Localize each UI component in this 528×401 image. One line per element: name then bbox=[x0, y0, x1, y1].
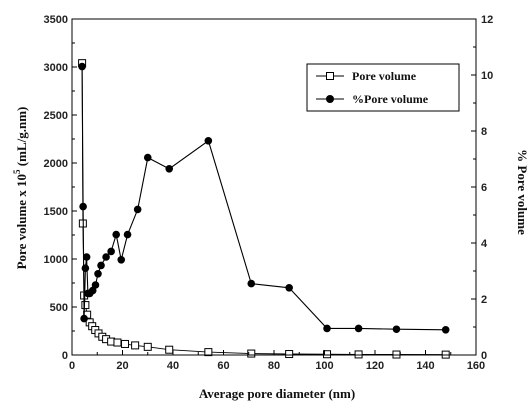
data-point-pore-volume bbox=[113, 338, 122, 347]
data-point-percent-pore-volume bbox=[80, 314, 88, 323]
data-point-percent-pore-volume bbox=[91, 281, 100, 289]
y-right-tick-label: 0 bbox=[481, 350, 487, 362]
data-point-pore-volume bbox=[81, 301, 90, 310]
legend-label-pore-volume: Pore volume bbox=[352, 69, 417, 83]
data-point-percent-pore-volume bbox=[82, 253, 91, 261]
data-point-pore-volume bbox=[354, 350, 363, 359]
x-tick-label: 100 bbox=[315, 360, 333, 372]
data-point-pore-volume bbox=[247, 349, 256, 358]
y-left-tick-label: 3000 bbox=[44, 62, 68, 74]
data-point-percent-pore-volume bbox=[79, 202, 87, 211]
y-left-tick-label: 0 bbox=[62, 350, 68, 362]
data-point-percent-pore-volume bbox=[204, 137, 213, 145]
data-point-percent-pore-volume bbox=[323, 324, 331, 333]
y-right-tick-label: 12 bbox=[481, 14, 493, 26]
y-left-tick-label: 3500 bbox=[44, 14, 68, 26]
y-left-tick-label: 1500 bbox=[44, 206, 68, 218]
data-point-percent-pore-volume bbox=[143, 153, 152, 162]
x-tick-label: 140 bbox=[416, 360, 434, 372]
y-right-tick-label: 8 bbox=[481, 126, 487, 138]
y-right-tick-label: 10 bbox=[481, 70, 493, 82]
data-point-percent-pore-volume bbox=[81, 264, 90, 273]
x-tick-label: 120 bbox=[366, 360, 384, 372]
data-point-percent-pore-volume bbox=[88, 286, 97, 295]
x-tick-label: 60 bbox=[217, 360, 229, 372]
data-point-percent-pore-volume bbox=[112, 230, 120, 239]
x-tick-label: 160 bbox=[467, 360, 485, 372]
data-point-pore-volume bbox=[143, 342, 152, 351]
y-left-tick-label: 500 bbox=[50, 302, 68, 314]
y-axis-left-title-unit: (mL/g.nm) bbox=[14, 107, 29, 170]
data-point-percent-pore-volume bbox=[392, 325, 401, 334]
data-point-percent-pore-volume bbox=[441, 326, 450, 334]
y-axis-right-title: % Pore volume bbox=[515, 149, 528, 235]
legend: Pore volume %Pore volume bbox=[306, 63, 460, 112]
data-point-pore-volume bbox=[285, 350, 294, 359]
data-point-percent-pore-volume bbox=[78, 62, 86, 71]
y-left-tick-label: 2500 bbox=[44, 110, 68, 122]
x-tick-label: 0 bbox=[69, 360, 75, 372]
data-point-percent-pore-volume bbox=[97, 261, 105, 270]
data-point-percent-pore-volume bbox=[94, 270, 102, 278]
data-point-percent-pore-volume bbox=[354, 324, 363, 333]
data-point-percent-pore-volume bbox=[285, 284, 293, 292]
y-right-tick-label: 6 bbox=[481, 182, 487, 194]
data-point-percent-pore-volume bbox=[165, 165, 174, 173]
y-left-tick-label: 2000 bbox=[44, 158, 68, 170]
y-right-tick-label: 4 bbox=[481, 238, 488, 250]
data-point-percent-pore-volume bbox=[247, 279, 256, 288]
x-axis-title: Average pore diameter (nm) bbox=[199, 386, 355, 401]
legend-marker-pore-volume bbox=[326, 72, 334, 80]
legend-marker-percent-pore-volume bbox=[326, 95, 334, 103]
data-point-percent-pore-volume bbox=[117, 255, 126, 264]
data-point-pore-volume bbox=[121, 339, 130, 348]
data-point-pore-volume bbox=[323, 350, 332, 359]
data-point-percent-pore-volume bbox=[102, 253, 110, 261]
x-tick-label: 80 bbox=[268, 360, 280, 372]
series-line-percent-pore-volume bbox=[81, 66, 446, 331]
y-axis-left-title: Pore volume x 105 (mL/g.nm) bbox=[12, 107, 29, 270]
data-point-percent-pore-volume bbox=[123, 230, 132, 239]
data-point-pore-volume bbox=[131, 341, 140, 350]
data-point-percent-pore-volume bbox=[107, 247, 115, 256]
data-point-pore-volume bbox=[204, 348, 213, 357]
x-tick-label: 20 bbox=[116, 360, 128, 372]
y-axis-left-title-exponent: 5 bbox=[12, 169, 22, 174]
data-point-percent-pore-volume bbox=[133, 205, 142, 214]
y-right-tick-label: 2 bbox=[481, 294, 487, 306]
data-point-pore-volume bbox=[165, 345, 174, 354]
y-axis-left-title-main: Pore volume x 10 bbox=[14, 174, 29, 269]
y-left-tick-label: 1000 bbox=[44, 254, 68, 266]
legend-label-percent-pore-volume: %Pore volume bbox=[352, 92, 429, 106]
x-tick-label: 40 bbox=[167, 360, 179, 372]
legend-box bbox=[306, 63, 460, 112]
